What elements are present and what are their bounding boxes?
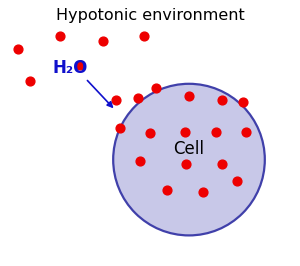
Point — [16, 47, 20, 51]
Text: H₂O: H₂O — [52, 59, 88, 77]
Point — [187, 94, 191, 98]
Point — [101, 39, 106, 43]
Point — [142, 34, 146, 38]
Point — [235, 179, 239, 183]
Point — [136, 96, 140, 101]
Text: Hypotonic environment: Hypotonic environment — [56, 8, 244, 23]
Point — [118, 126, 122, 130]
Point — [220, 98, 224, 102]
Point — [244, 130, 248, 134]
Point — [58, 34, 62, 38]
Point — [200, 189, 205, 194]
Text: Cell: Cell — [173, 140, 205, 158]
Point — [148, 131, 152, 135]
Point — [154, 86, 158, 90]
Point — [28, 79, 32, 83]
Point — [220, 161, 224, 166]
Point — [241, 100, 245, 105]
Point — [164, 188, 169, 192]
Point — [113, 98, 118, 102]
Point — [77, 63, 82, 67]
Point — [137, 159, 142, 163]
Circle shape — [113, 84, 265, 235]
Point — [182, 130, 187, 134]
Point — [214, 130, 218, 134]
Point — [184, 161, 188, 166]
